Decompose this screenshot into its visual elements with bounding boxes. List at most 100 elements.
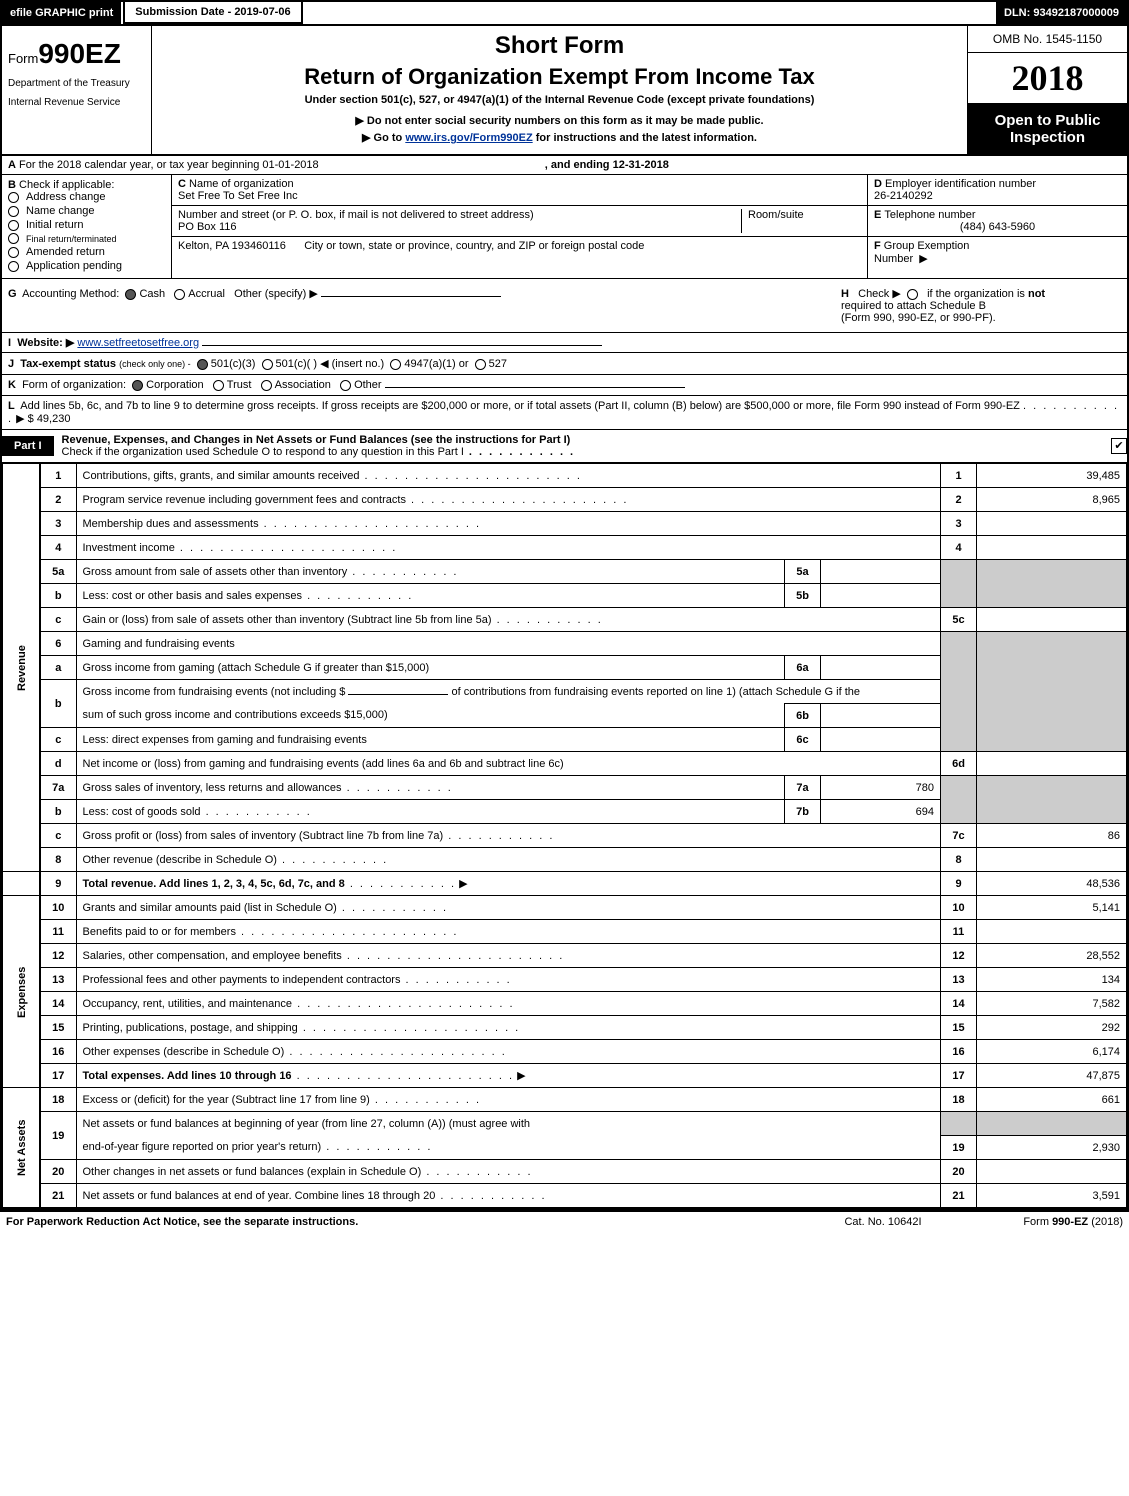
l3-desc: Membership dues and assessments (83, 518, 482, 530)
l7-shaded (941, 776, 977, 824)
form-header: Form990EZ Department of the Treasury Int… (2, 24, 1127, 156)
footer-right: Form 990-EZ (2018) (963, 1216, 1123, 1228)
l19-val: 2,930 (977, 1136, 1127, 1160)
l21-val: 3,591 (977, 1184, 1127, 1208)
line-19-1: 19 Net assets or fund balances at beginn… (3, 1112, 1127, 1136)
open-to-public: Open to Public Inspection (968, 104, 1127, 154)
l1-linenum: 1 (941, 464, 977, 488)
l9-desc: Total revenue. Add lines 1, 2, 3, 4, 5c,… (83, 878, 345, 890)
section-bcdef: B Check if applicable: Address change Na… (2, 175, 1127, 279)
amended-return-checkbox[interactable] (8, 247, 19, 258)
l5b-subnum: 5b (785, 584, 821, 608)
room-label: Room/suite (748, 209, 804, 221)
corp-radio[interactable] (132, 380, 143, 391)
efile-print-button[interactable]: efile GRAPHIC print (2, 2, 123, 24)
l6c-num: c (40, 728, 76, 752)
l7b-num: b (40, 800, 76, 824)
l21-desc: Net assets or fund balances at end of ye… (83, 1190, 436, 1202)
l7a-subnum: 7a (785, 776, 821, 800)
l3-val (977, 512, 1127, 536)
4947-radio[interactable] (390, 359, 401, 370)
l8-linenum: 8 (941, 848, 977, 872)
tax-exempt-label: Tax-exempt status (20, 358, 116, 370)
l6b-amount-input[interactable] (348, 694, 448, 695)
l20-desc: Other changes in net assets or fund bala… (83, 1166, 422, 1178)
l10-num: 10 (40, 896, 76, 920)
application-pending-checkbox[interactable] (8, 261, 19, 272)
h-checkbox[interactable] (907, 289, 918, 300)
line-11: 11 Benefits paid to or for members 11 (3, 920, 1127, 944)
line-1: Revenue 1 Contributions, gifts, grants, … (3, 464, 1127, 488)
l2-num: 2 (40, 488, 76, 512)
l5-shaded (941, 560, 977, 608)
ein-label: Employer identification number (885, 178, 1036, 190)
l6b-subval (821, 704, 941, 728)
l6-shaded (941, 632, 977, 752)
line-12: 12 Salaries, other compensation, and emp… (3, 944, 1127, 968)
cash-label: Cash (139, 288, 165, 300)
form-org-label: Form of organization: (22, 379, 126, 391)
l7-shaded-val (977, 776, 1127, 824)
check-text: Check ▶ (858, 288, 901, 300)
final-return-checkbox[interactable] (8, 233, 19, 244)
cell-tel: E Telephone number (484) 643-5960 (868, 206, 1127, 237)
acct-method-label: Accounting Method: (22, 288, 119, 300)
assoc-radio[interactable] (261, 380, 272, 391)
website-link[interactable]: www.setfreetosetfree.org (77, 337, 199, 349)
netassets-sidebar: Net Assets (3, 1088, 41, 1208)
part1-title-block: Revenue, Expenses, and Changes in Net As… (54, 430, 1105, 462)
l5c-desc: Gain or (loss) from sale of assets other… (83, 614, 492, 626)
part1-schedule-o-checkbox[interactable]: ✔ (1111, 438, 1127, 454)
part1-tab: Part I (2, 436, 54, 456)
l13-val: 134 (977, 968, 1127, 992)
l20-val (977, 1160, 1127, 1184)
form-prefix: Form (8, 51, 38, 66)
label-j: J (8, 358, 14, 370)
cell-ein: D Employer identification number 26-2140… (868, 175, 1127, 206)
expenses-sidebar: Expenses (3, 896, 41, 1088)
l6b-subnum: 6b (785, 704, 821, 728)
lines-table: Revenue 1 Contributions, gifts, grants, … (2, 463, 1127, 1208)
527-radio[interactable] (475, 359, 486, 370)
other-label: Other (354, 379, 382, 391)
revenue-sidebar: Revenue (3, 464, 41, 872)
l12-val: 28,552 (977, 944, 1127, 968)
row-l-text: Add lines 5b, 6c, and 7b to line 9 to de… (20, 400, 1020, 412)
l7b-subval: 694 (821, 800, 941, 824)
amended-return-label: Amended return (26, 246, 105, 258)
header-middle: Short Form Return of Organization Exempt… (152, 26, 967, 154)
l2-desc: Program service revenue including govern… (83, 494, 629, 506)
row-g: G Accounting Method: Cash Accrual Other … (2, 279, 1127, 333)
open-public-2: Inspection (972, 129, 1123, 146)
501c-radio[interactable] (262, 359, 273, 370)
cash-radio[interactable] (125, 289, 136, 300)
l11-num: 11 (40, 920, 76, 944)
l16-desc: Other expenses (describe in Schedule O) (83, 1046, 285, 1058)
l6a-desc: Gross income from gaming (attach Schedul… (83, 662, 430, 674)
l3-linenum: 3 (941, 512, 977, 536)
other-specify-input[interactable] (321, 296, 501, 297)
l19-desc1: Net assets or fund balances at beginning… (83, 1118, 531, 1130)
col-def: D Employer identification number 26-2140… (867, 175, 1127, 278)
l5c-num: c (40, 608, 76, 632)
initial-return-label: Initial return (26, 219, 83, 231)
501c3-radio[interactable] (197, 359, 208, 370)
cell-street: Number and street (or P. O. box, if mail… (172, 206, 867, 237)
l12-num: 12 (40, 944, 76, 968)
l16-linenum: 16 (941, 1040, 977, 1064)
l14-linenum: 14 (941, 992, 977, 1016)
row-a: A For the 2018 calendar year, or tax yea… (2, 156, 1127, 175)
l14-val: 7,582 (977, 992, 1127, 1016)
l7a-num: 7a (40, 776, 76, 800)
l7a-desc: Gross sales of inventory, less returns a… (83, 782, 453, 794)
l13-linenum: 13 (941, 968, 977, 992)
l11-linenum: 11 (941, 920, 977, 944)
name-change-checkbox[interactable] (8, 206, 19, 217)
other-radio[interactable] (340, 380, 351, 391)
submission-date: Submission Date - 2019-07-06 (123, 2, 302, 24)
address-change-checkbox[interactable] (8, 192, 19, 203)
accrual-radio[interactable] (174, 289, 185, 300)
trust-radio[interactable] (213, 380, 224, 391)
initial-return-checkbox[interactable] (8, 220, 19, 231)
irs-link[interactable]: www.irs.gov/Form990EZ (405, 132, 532, 144)
